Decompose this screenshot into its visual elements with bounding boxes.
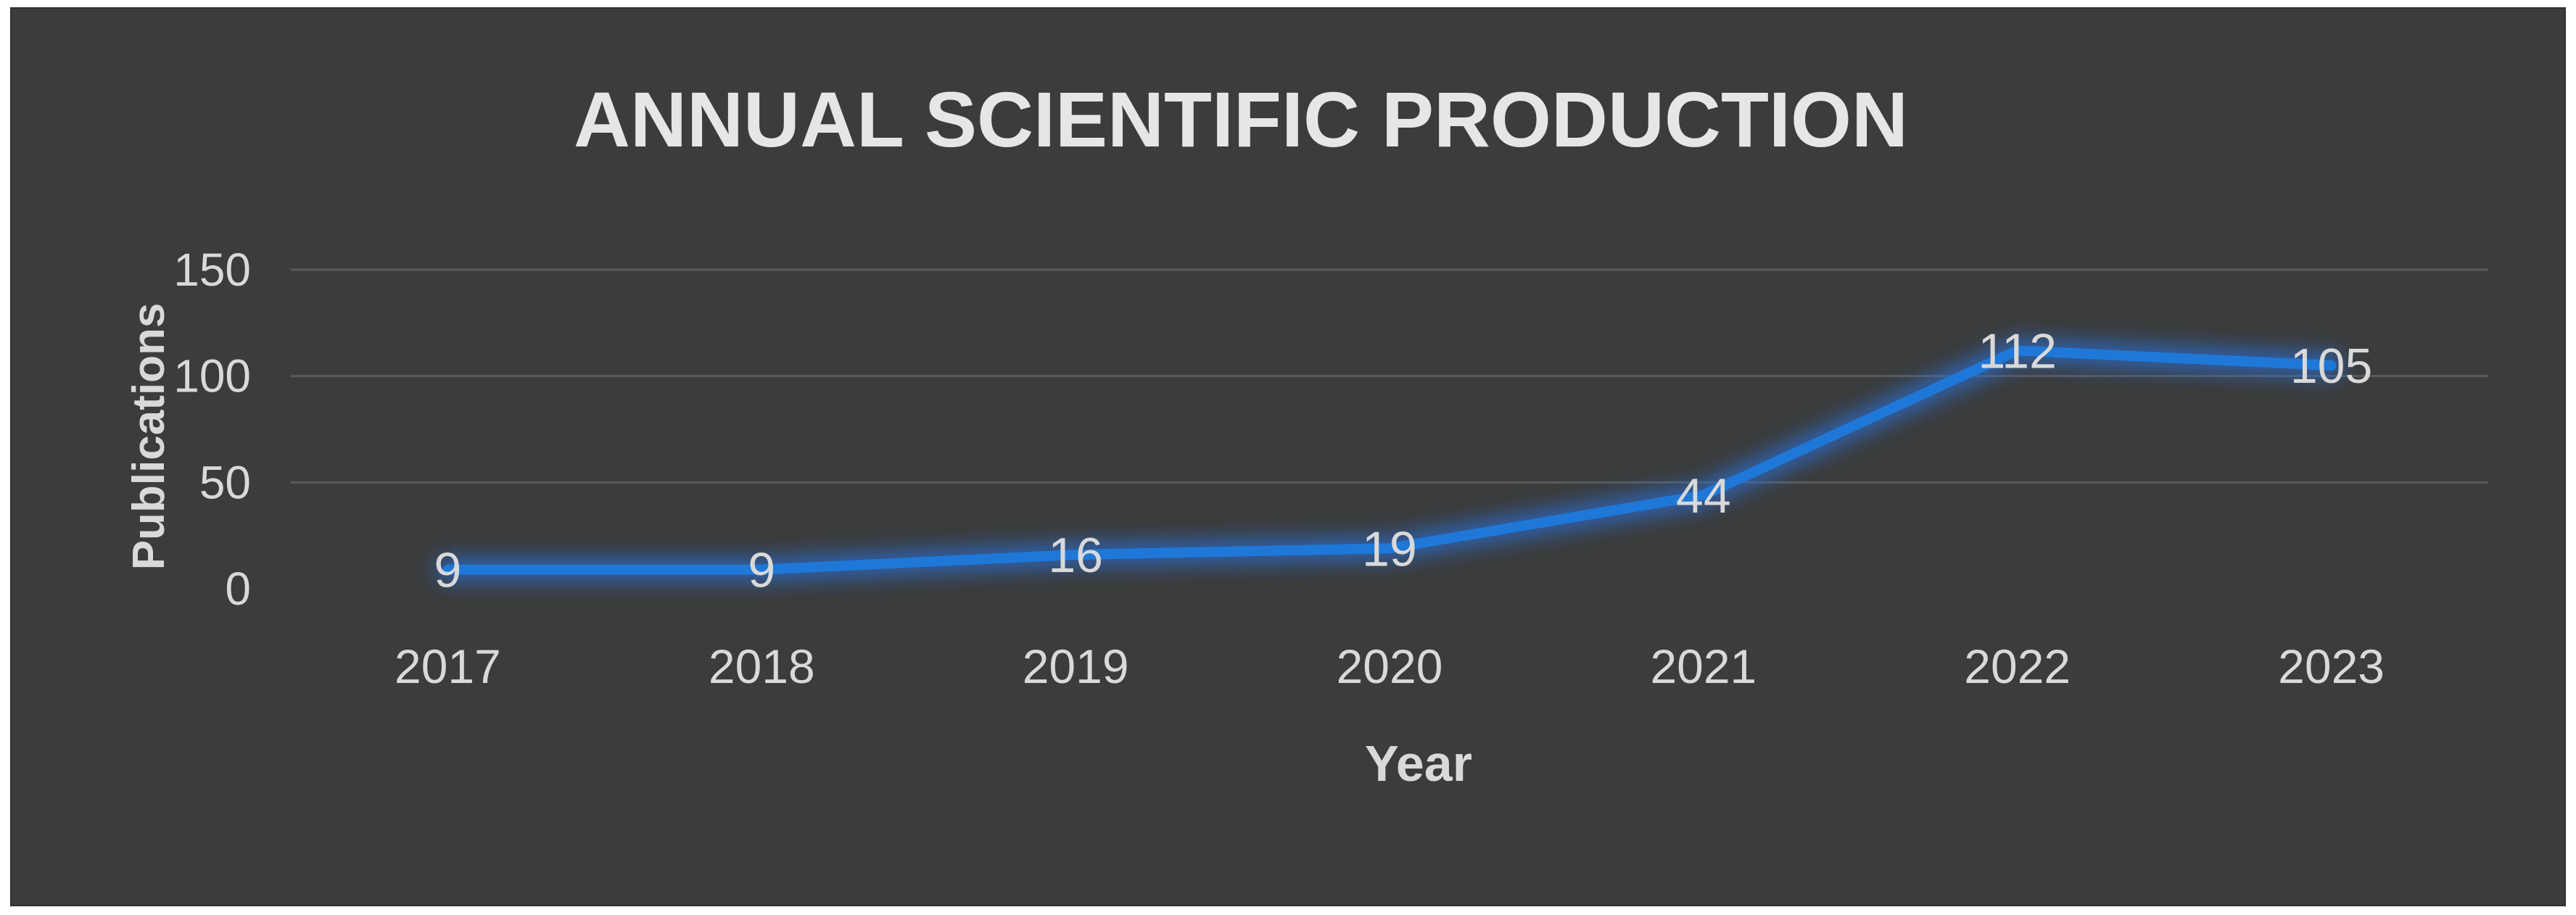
- data-label: 9: [748, 543, 775, 598]
- y-tick-label: 0: [225, 563, 251, 615]
- y-tick-label: 100: [173, 350, 251, 402]
- data-label: 44: [1676, 468, 1731, 523]
- chart-title: ANNUAL SCIENTIFIC PRODUCTION: [574, 75, 1908, 163]
- x-tick-label: 2022: [1964, 639, 2071, 693]
- x-tick-label: 2019: [1023, 639, 1129, 693]
- y-tick-label: 50: [199, 456, 251, 508]
- x-tick-label: 2018: [709, 639, 815, 693]
- y-axis-ticks: 0 50 100 150: [173, 244, 251, 615]
- x-axis-ticks: 2017 2018 2019 2020 2021 2022 2023: [395, 639, 2385, 693]
- x-tick-label: 2021: [1650, 639, 1756, 693]
- x-tick-label: 2023: [2278, 639, 2385, 693]
- x-tick-label: 2020: [1337, 639, 1443, 693]
- data-label: 105: [2290, 339, 2372, 394]
- x-axis-label: Year: [1365, 735, 1472, 792]
- chart-svg: ANNUAL SCIENTIFIC PRODUCTION 0 50 100 150 2…: [124, 75, 2488, 792]
- y-axis-label: Publications: [124, 303, 174, 571]
- data-label: 16: [1048, 528, 1103, 583]
- chart-frame: ANNUAL SCIENTIFIC PRODUCTION 0 50 100 150 2…: [10, 7, 2566, 906]
- data-label: 112: [1978, 323, 2057, 378]
- series-publications: [435, 338, 2344, 582]
- gridlines: [291, 268, 2488, 484]
- y-tick-label: 150: [173, 244, 251, 296]
- data-label: 19: [1362, 521, 1417, 576]
- data-labels: 9 9 16 19 44 112 105: [434, 323, 2373, 597]
- x-tick-label: 2017: [395, 639, 501, 693]
- data-label: 9: [434, 543, 462, 598]
- series-line: [442, 345, 2337, 575]
